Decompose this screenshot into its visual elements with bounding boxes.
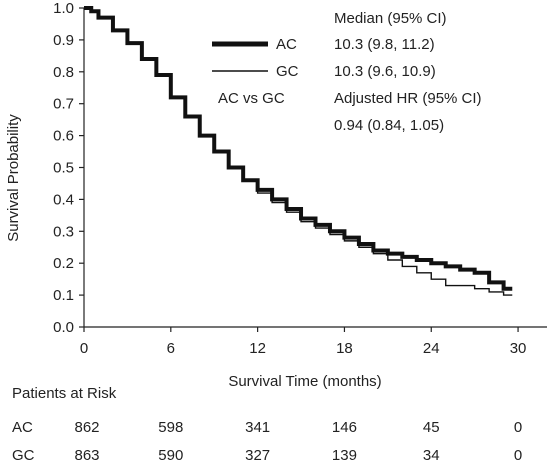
y-tick-label: 0.2 (53, 255, 74, 272)
legend-gc-label: GC (276, 63, 299, 80)
x-ticks: 0 6 12 18 24 30 (80, 327, 527, 357)
gc-median-value: 10.3 (9.6, 10.9) (334, 63, 436, 80)
risk-count: 327 (245, 447, 270, 464)
y-tick-label: 0.0 (53, 319, 74, 336)
risk-table-title: Patients at Risk (12, 385, 117, 402)
risk-count: 139 (332, 447, 357, 464)
y-tick-label: 0.8 (53, 64, 74, 81)
y-tick-label: 0.4 (53, 191, 74, 208)
x-tick-label: 0 (80, 340, 88, 357)
risk-table: Patients at Risk AC 862 598 341 146 45 0 GC 863 5… (12, 385, 522, 464)
y-tick-label: 1.0 (53, 0, 74, 17)
hr-value: 0.94 (0.84, 1.05) (334, 117, 444, 134)
risk-rows: AC 862 598 341 146 45 0 GC 863 590 327 139 34 0 (12, 419, 522, 464)
x-axis-label: Survival Time (months) (228, 373, 381, 390)
x-tick-label: 6 (167, 340, 175, 357)
y-tick-label: 0.9 (53, 32, 74, 49)
legend: Median (95% CI) AC 10.3 (9.8, 11.2) GC 1… (212, 10, 482, 134)
x-tick-label: 18 (336, 340, 353, 357)
y-tick-label: 0.6 (53, 128, 74, 145)
risk-count: 341 (245, 419, 270, 436)
y-ticks: 0.0 0.1 0.2 0.3 0.4 0.5 0.6 0.7 0.8 0.9 1.0 (53, 0, 84, 336)
series-line-ac (84, 6, 513, 291)
risk-count: 862 (74, 419, 99, 436)
risk-row-label: AC (12, 419, 33, 436)
comparison-label: AC vs GC (218, 90, 285, 107)
x-tick-label: 24 (423, 340, 440, 357)
risk-row-label: GC (12, 447, 35, 464)
y-tick-label: 0.5 (53, 160, 74, 177)
risk-count: 598 (158, 419, 183, 436)
median-header: Median (95% CI) (334, 10, 447, 27)
risk-count: 45 (423, 419, 440, 436)
y-tick-label: 0.3 (53, 223, 74, 240)
hr-header: Adjusted HR (95% CI) (334, 90, 482, 107)
risk-count: 146 (332, 419, 357, 436)
risk-count: 34 (423, 447, 440, 464)
ac-median-value: 10.3 (9.8, 11.2) (334, 36, 435, 53)
risk-count: 0 (514, 447, 522, 464)
series-line-gc (84, 7, 513, 296)
risk-count: 863 (74, 447, 99, 464)
risk-count: 590 (158, 447, 183, 464)
y-tick-label: 0.1 (53, 287, 74, 304)
y-axis-label: Survival Probability (5, 114, 22, 242)
legend-ac-label: AC (276, 36, 297, 53)
axes (83, 8, 547, 328)
x-tick-label: 12 (249, 340, 266, 357)
x-tick-label: 30 (510, 340, 527, 357)
risk-count: 0 (514, 419, 522, 436)
series-layer (84, 6, 513, 296)
y-tick-label: 0.7 (53, 96, 74, 113)
